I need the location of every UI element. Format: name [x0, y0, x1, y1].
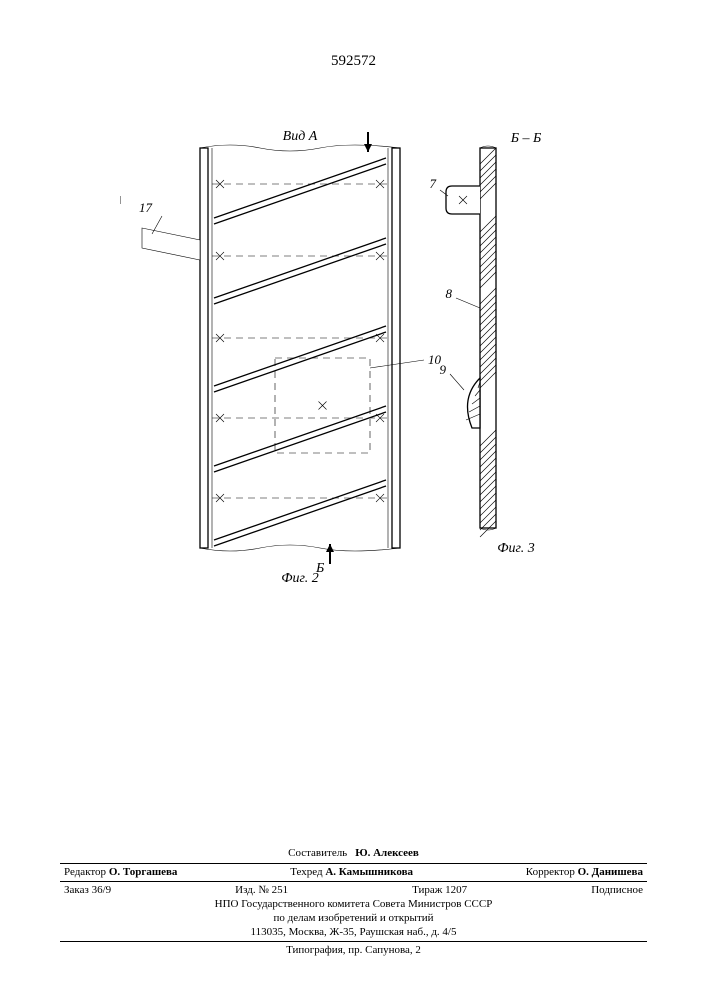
podpisnoe: Подписное [587, 884, 647, 898]
imprint-block: Составитель Ю. Алексеев Редактор О. Торг… [60, 845, 647, 960]
order: Заказ 36/9 [60, 884, 115, 898]
figures-container: Вид AБ1710Фиг. 2Б – Б789Фиг. 3 [120, 128, 580, 598]
corrector-name: О. Данишева [578, 866, 643, 878]
corrector: Корректор О. Данишева [522, 866, 647, 880]
izd-value: № 251 [258, 884, 288, 896]
svg-text:7: 7 [430, 176, 437, 191]
org-line-3: 113035, Москва, Ж-35, Раушская наб., д. … [251, 926, 457, 940]
imprint-pub-row: Заказ 36/9 Изд. № 251 Тираж 1207 Подписн… [60, 881, 647, 941]
izd: Изд. № 251 [231, 884, 292, 898]
order-value: 36/9 [92, 884, 112, 896]
tirazh-value: 1207 [445, 884, 467, 896]
svg-text:8: 8 [446, 286, 453, 301]
imprint-staff-row: Редактор О. Торгашева Техред А. Камышник… [60, 863, 647, 882]
imprint-compiler-row: Составитель Ю. Алексеев [60, 845, 647, 863]
editor-label: Редактор [64, 866, 106, 878]
corrector-label: Корректор [526, 866, 575, 878]
patent-number: 592572 [0, 53, 707, 70]
izd-label: Изд. [235, 884, 255, 896]
editor-name: О. Торгашева [109, 866, 178, 878]
techred-name: А. Камышникова [325, 866, 413, 878]
compiler-name: Ю. Алексеев [351, 847, 423, 861]
svg-text:17: 17 [139, 200, 153, 215]
imprint-typography-row: Типография, пр. Сапунова, 2 [60, 941, 647, 960]
typography: Типография, пр. Сапунова, 2 [282, 944, 425, 958]
org-line-2: по делам изобретений и открытий [273, 912, 433, 926]
svg-text:Вид A: Вид A [283, 129, 318, 144]
tirazh: Тираж 1207 [408, 884, 471, 898]
techred-label: Техред [290, 866, 322, 878]
svg-text:9: 9 [440, 362, 447, 377]
tirazh-label: Тираж [412, 884, 442, 896]
techred: Техред А. Камышникова [286, 866, 417, 880]
svg-text:Фиг. 2: Фиг. 2 [281, 571, 319, 586]
svg-text:Б – Б: Б – Б [510, 131, 542, 146]
order-label: Заказ [64, 884, 89, 896]
compiler-label: Составитель [284, 847, 351, 861]
figures-svg: Вид AБ1710Фиг. 2Б – Б789Фиг. 3 [120, 128, 580, 598]
org-line-1: НПО Государственного комитета Совета Мин… [215, 898, 493, 912]
editor: Редактор О. Торгашева [60, 866, 181, 880]
svg-text:Фиг. 3: Фиг. 3 [497, 541, 535, 556]
